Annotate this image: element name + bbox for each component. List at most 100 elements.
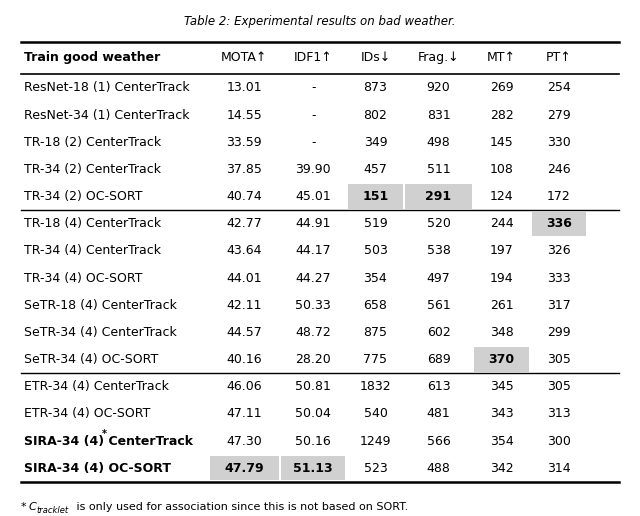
Text: 28.20: 28.20 [296, 353, 331, 366]
Text: 45.01: 45.01 [296, 190, 331, 203]
Text: 44.01: 44.01 [227, 271, 262, 284]
Text: 920: 920 [427, 82, 451, 94]
Text: IDF1↑: IDF1↑ [294, 52, 333, 64]
FancyBboxPatch shape [474, 347, 529, 372]
Text: 14.55: 14.55 [227, 108, 262, 122]
Text: Table 2: Experimental results on bad weather.: Table 2: Experimental results on bad wea… [184, 15, 456, 28]
Text: 523: 523 [364, 462, 387, 475]
Text: 48.72: 48.72 [296, 326, 331, 339]
Text: TR-34 (4) CenterTrack: TR-34 (4) CenterTrack [24, 245, 161, 257]
Text: 194: 194 [490, 271, 513, 284]
Text: 40.74: 40.74 [227, 190, 262, 203]
Text: TR-34 (2) CenterTrack: TR-34 (2) CenterTrack [24, 163, 161, 176]
Text: 282: 282 [490, 108, 513, 122]
Text: 336: 336 [546, 217, 572, 230]
Text: -: - [311, 82, 316, 94]
Text: 519: 519 [364, 217, 387, 230]
Text: TR-18 (2) CenterTrack: TR-18 (2) CenterTrack [24, 136, 161, 149]
Text: 50.04: 50.04 [296, 407, 332, 421]
Text: 875: 875 [364, 326, 387, 339]
Text: Train good weather: Train good weather [24, 52, 160, 64]
Text: 342: 342 [490, 462, 513, 475]
FancyBboxPatch shape [405, 185, 472, 208]
Text: 13.01: 13.01 [227, 82, 262, 94]
Text: 33.59: 33.59 [227, 136, 262, 149]
Text: 50.33: 50.33 [296, 299, 331, 312]
Text: 326: 326 [547, 245, 571, 257]
Text: 305: 305 [547, 380, 571, 393]
Text: MT↑: MT↑ [487, 52, 516, 64]
Text: 343: 343 [490, 407, 513, 421]
Text: 602: 602 [427, 326, 451, 339]
Text: SIRA-34 (4) OC-SORT: SIRA-34 (4) OC-SORT [24, 462, 171, 475]
Text: 349: 349 [364, 136, 387, 149]
Text: 279: 279 [547, 108, 571, 122]
Text: 330: 330 [547, 136, 571, 149]
Text: 348: 348 [490, 326, 513, 339]
Text: 299: 299 [547, 326, 571, 339]
Text: 145: 145 [490, 136, 513, 149]
Text: SeTR-34 (4) OC-SORT: SeTR-34 (4) OC-SORT [24, 353, 158, 366]
Text: 44.57: 44.57 [227, 326, 262, 339]
Text: 51.13: 51.13 [294, 462, 333, 475]
Text: PT↑: PT↑ [546, 52, 572, 64]
Text: 498: 498 [427, 136, 451, 149]
Text: MOTA↑: MOTA↑ [221, 52, 268, 64]
FancyBboxPatch shape [210, 456, 278, 480]
Text: Frag.↓: Frag.↓ [418, 52, 460, 64]
Text: *: * [101, 429, 106, 440]
Text: is only used for association since this is not based on SORT.: is only used for association since this … [74, 502, 409, 512]
Text: 44.27: 44.27 [296, 271, 331, 284]
Text: 50.16: 50.16 [296, 434, 331, 447]
Text: 354: 354 [490, 434, 513, 447]
Text: TR-34 (4) OC-SORT: TR-34 (4) OC-SORT [24, 271, 142, 284]
Text: 333: 333 [547, 271, 571, 284]
Text: ResNet-18 (1) CenterTrack: ResNet-18 (1) CenterTrack [24, 82, 189, 94]
Text: TR-34 (2) OC-SORT: TR-34 (2) OC-SORT [24, 190, 142, 203]
Text: 873: 873 [364, 82, 387, 94]
Text: 261: 261 [490, 299, 513, 312]
Text: 317: 317 [547, 299, 571, 312]
Text: 108: 108 [490, 163, 513, 176]
Text: 269: 269 [490, 82, 513, 94]
Text: 497: 497 [427, 271, 451, 284]
Text: 42.77: 42.77 [227, 217, 262, 230]
Text: 488: 488 [427, 462, 451, 475]
Text: 538: 538 [427, 245, 451, 257]
Text: 124: 124 [490, 190, 513, 203]
Text: 345: 345 [490, 380, 513, 393]
Text: C: C [29, 502, 36, 512]
Text: SeTR-18 (4) CenterTrack: SeTR-18 (4) CenterTrack [24, 299, 177, 312]
Text: *: * [20, 502, 29, 512]
Text: ETR-34 (4) OC-SORT: ETR-34 (4) OC-SORT [24, 407, 150, 421]
Text: 244: 244 [490, 217, 513, 230]
Text: 561: 561 [427, 299, 451, 312]
Text: 197: 197 [490, 245, 513, 257]
Text: SeTR-34 (4) CenterTrack: SeTR-34 (4) CenterTrack [24, 326, 177, 339]
Text: 313: 313 [547, 407, 571, 421]
Text: 254: 254 [547, 82, 571, 94]
Text: ETR-34 (4) CenterTrack: ETR-34 (4) CenterTrack [24, 380, 168, 393]
Text: 47.30: 47.30 [227, 434, 262, 447]
Text: 44.17: 44.17 [296, 245, 331, 257]
Text: 246: 246 [547, 163, 571, 176]
Text: 39.90: 39.90 [296, 163, 331, 176]
FancyBboxPatch shape [532, 212, 586, 236]
Text: 314: 314 [547, 462, 571, 475]
Text: 40.16: 40.16 [227, 353, 262, 366]
Text: 503: 503 [364, 245, 387, 257]
FancyBboxPatch shape [348, 185, 403, 208]
Text: 457: 457 [364, 163, 387, 176]
Text: 44.91: 44.91 [296, 217, 331, 230]
Text: 831: 831 [427, 108, 451, 122]
FancyBboxPatch shape [281, 456, 346, 480]
Text: 43.64: 43.64 [227, 245, 262, 257]
Text: 802: 802 [364, 108, 387, 122]
Text: 305: 305 [547, 353, 571, 366]
Text: 566: 566 [427, 434, 451, 447]
Text: TR-18 (4) CenterTrack: TR-18 (4) CenterTrack [24, 217, 161, 230]
Text: 354: 354 [364, 271, 387, 284]
Text: 151: 151 [362, 190, 388, 203]
Text: 47.11: 47.11 [227, 407, 262, 421]
Text: 481: 481 [427, 407, 451, 421]
